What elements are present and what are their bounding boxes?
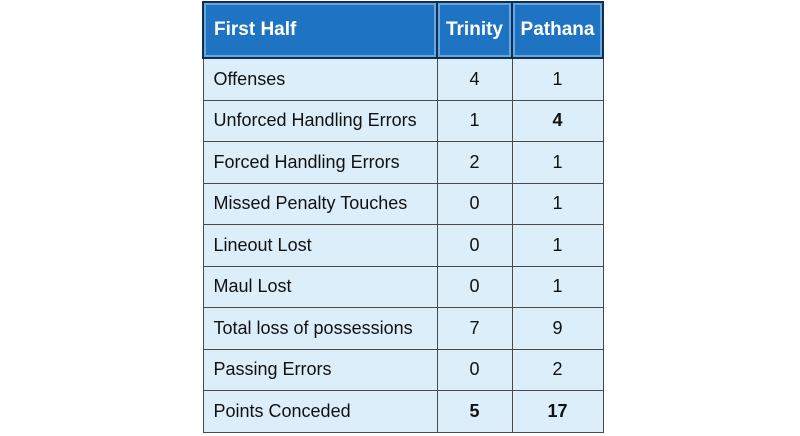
table-row: Points Conceded 5 17: [202, 390, 604, 433]
table-row: Maul Lost 0 1: [202, 265, 604, 308]
pathana-value-highlight: 17: [511, 390, 604, 433]
trinity-value: 7: [436, 307, 513, 350]
pathana-value: 1: [511, 265, 604, 308]
trinity-value: 0: [436, 265, 513, 308]
header-trinity: Trinity: [436, 1, 513, 59]
row-label: Missed Penalty Touches: [202, 182, 438, 225]
stats-table: First Half Trinity Pathana Offenses 4 1 …: [202, 1, 604, 433]
pathana-value: 1: [511, 141, 604, 184]
pathana-value: 1: [511, 57, 604, 101]
trinity-value: 2: [436, 141, 513, 184]
table-row: Passing Errors 0 2: [202, 348, 604, 391]
row-label: Total loss of possessions: [202, 307, 438, 350]
row-label: Maul Lost: [202, 265, 438, 308]
trinity-value: 1: [436, 99, 513, 142]
row-label: Lineout Lost: [202, 224, 438, 267]
table-row: Unforced Handling Errors 1 4: [202, 99, 604, 142]
table-row: Lineout Lost 0 1: [202, 224, 604, 267]
trinity-value: 4: [436, 57, 513, 101]
row-label: Points Conceded: [202, 390, 438, 433]
header-row: First Half Trinity Pathana: [202, 1, 604, 59]
table-row: Total loss of possessions 7 9: [202, 307, 604, 350]
trinity-value: 0: [436, 348, 513, 391]
header-pathana: Pathana: [511, 1, 604, 59]
row-label: Unforced Handling Errors: [202, 99, 438, 142]
trinity-value: 0: [436, 224, 513, 267]
pathana-value: 1: [511, 224, 604, 267]
pathana-value: 9: [511, 307, 604, 350]
row-label: Passing Errors: [202, 348, 438, 391]
trinity-value-highlight: 5: [436, 390, 513, 433]
table-row: Missed Penalty Touches 0 1: [202, 182, 604, 225]
pathana-value: 2: [511, 348, 604, 391]
header-first-half: First Half: [202, 1, 438, 59]
row-label: Offenses: [202, 57, 438, 101]
pathana-value: 1: [511, 182, 604, 225]
pathana-value-highlight: 4: [511, 99, 604, 142]
table-row: Offenses 4 1: [202, 57, 604, 101]
table-row: Forced Handling Errors 2 1: [202, 141, 604, 184]
trinity-value: 0: [436, 182, 513, 225]
row-label: Forced Handling Errors: [202, 141, 438, 184]
